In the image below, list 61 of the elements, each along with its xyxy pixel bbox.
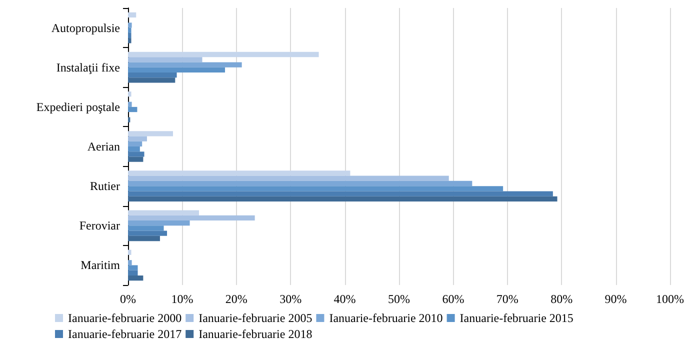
bar xyxy=(128,131,173,136)
bar xyxy=(128,152,144,157)
x-tick-label: 70% xyxy=(496,292,518,306)
legend-label: Ianuarie-februarie 2000 xyxy=(68,311,182,325)
bar xyxy=(128,52,319,58)
bar xyxy=(128,186,504,192)
bar xyxy=(128,215,255,220)
bar xyxy=(128,22,132,28)
bar xyxy=(128,220,190,226)
bar xyxy=(128,78,176,83)
bar xyxy=(128,210,199,216)
bar xyxy=(128,62,242,68)
y-tick-label: Rutier xyxy=(90,179,120,194)
y-tick-label: Maritim xyxy=(80,258,121,272)
bar xyxy=(128,57,202,62)
bar xyxy=(128,230,168,236)
x-tick-label: 0% xyxy=(120,292,136,306)
x-tick-label: 90% xyxy=(604,292,627,306)
y-tick-label: Instalaţii fixe xyxy=(56,60,120,74)
bar xyxy=(128,156,144,162)
x-tick-label: 60% xyxy=(442,292,464,306)
x-tick-label: 10% xyxy=(171,292,194,306)
bar xyxy=(128,32,132,38)
bar xyxy=(128,141,142,146)
bar xyxy=(128,226,164,231)
legend-label: Ianuarie-februarie 2005 xyxy=(198,311,312,325)
bar xyxy=(128,28,132,33)
x-tick-label: 80% xyxy=(550,292,573,306)
bar xyxy=(128,38,132,44)
bar xyxy=(128,106,138,112)
legend-label: Ianuarie-februarie 2010 xyxy=(329,311,443,325)
bar xyxy=(128,176,449,181)
x-tick-label: 30% xyxy=(280,292,302,306)
bar xyxy=(128,12,136,18)
bar xyxy=(128,170,350,176)
bar xyxy=(128,72,177,78)
x-tick-label: 100% xyxy=(656,292,684,306)
x-tick-label: 40% xyxy=(334,292,356,306)
bar xyxy=(128,91,132,97)
y-tick-label: Expedieri poştale xyxy=(36,100,120,114)
bar xyxy=(128,270,138,276)
y-tick-label: Aerian xyxy=(87,140,120,154)
bar xyxy=(128,265,138,270)
x-tick-label: 50% xyxy=(388,292,410,306)
y-tick-label: Feroviar xyxy=(79,218,120,233)
legend-label: Ianuarie-februarie 2015 xyxy=(460,311,574,325)
x-tick-label: 20% xyxy=(225,292,248,306)
bar xyxy=(128,67,226,72)
legend-label: Ianuarie-februarie 2018 xyxy=(198,327,312,341)
legend-label: Ianuarie-februarie 2017 xyxy=(68,327,182,341)
bar xyxy=(128,276,144,281)
bar xyxy=(128,196,558,202)
y-tick-label: Autopropulsie xyxy=(51,20,120,35)
bar xyxy=(128,260,132,266)
bar xyxy=(128,236,160,242)
bar xyxy=(128,250,132,255)
bar xyxy=(128,146,140,152)
bar xyxy=(128,180,472,186)
bar xyxy=(128,191,553,196)
bar xyxy=(128,136,147,142)
bar xyxy=(128,102,132,107)
